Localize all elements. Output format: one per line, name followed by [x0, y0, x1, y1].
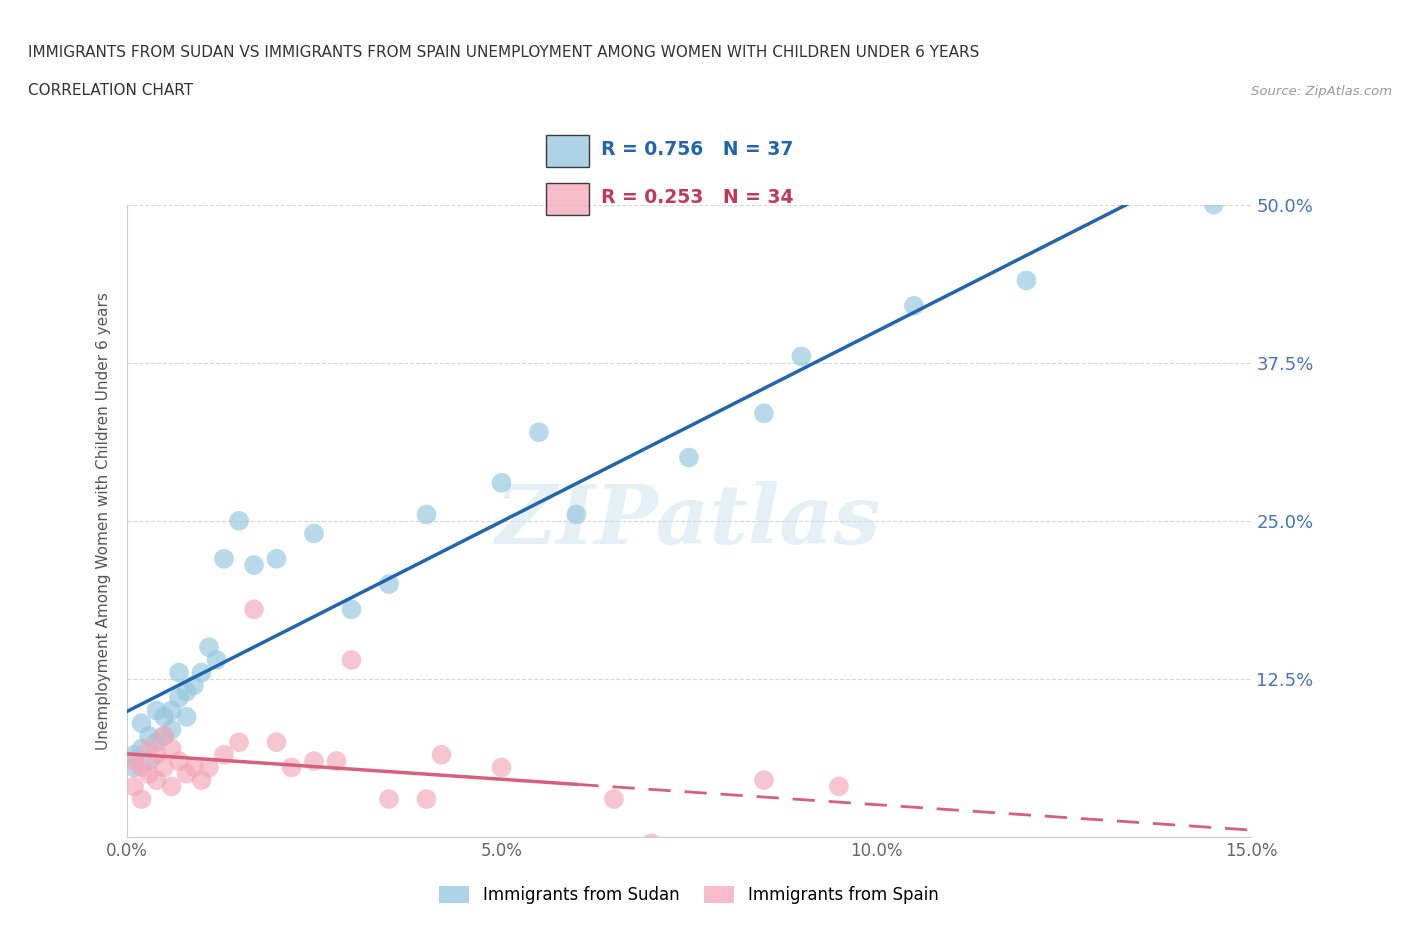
- Point: [527, 425, 550, 440]
- Point: [138, 766, 160, 781]
- Point: [340, 653, 363, 668]
- Point: [131, 716, 153, 731]
- Point: [205, 653, 228, 668]
- Point: [752, 773, 775, 788]
- Y-axis label: Unemployment Among Women with Children Under 6 years: Unemployment Among Women with Children U…: [96, 292, 111, 750]
- Point: [138, 753, 160, 768]
- Text: CORRELATION CHART: CORRELATION CHART: [28, 83, 193, 98]
- Text: IMMIGRANTS FROM SUDAN VS IMMIGRANTS FROM SPAIN UNEMPLOYMENT AMONG WOMEN WITH CHI: IMMIGRANTS FROM SUDAN VS IMMIGRANTS FROM…: [28, 46, 980, 60]
- Point: [160, 779, 183, 794]
- Point: [145, 703, 167, 718]
- Point: [280, 760, 302, 775]
- Point: [325, 753, 347, 768]
- Point: [302, 526, 325, 541]
- Point: [415, 507, 437, 522]
- Point: [198, 760, 221, 775]
- Point: [131, 791, 153, 806]
- Point: [491, 760, 513, 775]
- Point: [167, 690, 190, 705]
- Point: [145, 748, 167, 763]
- Point: [167, 665, 190, 680]
- FancyBboxPatch shape: [546, 183, 589, 215]
- Point: [212, 748, 235, 763]
- Point: [212, 551, 235, 566]
- Point: [228, 735, 250, 750]
- Point: [266, 735, 288, 750]
- Point: [190, 773, 212, 788]
- Point: [122, 748, 145, 763]
- Point: [565, 843, 588, 857]
- Point: [415, 791, 437, 806]
- Point: [131, 760, 153, 775]
- Point: [640, 836, 662, 851]
- Point: [302, 753, 325, 768]
- Point: [122, 760, 145, 775]
- Point: [198, 640, 221, 655]
- Point: [378, 791, 401, 806]
- Point: [340, 602, 363, 617]
- Point: [243, 558, 266, 573]
- Point: [790, 349, 813, 364]
- Point: [145, 735, 167, 750]
- Point: [145, 773, 167, 788]
- Point: [903, 299, 925, 313]
- Point: [378, 577, 401, 591]
- Point: [176, 684, 198, 699]
- Point: [190, 665, 212, 680]
- Point: [828, 779, 851, 794]
- Point: [153, 728, 176, 743]
- Point: [1202, 197, 1225, 212]
- Point: [430, 748, 453, 763]
- Point: [678, 450, 700, 465]
- FancyBboxPatch shape: [546, 135, 589, 166]
- Point: [153, 710, 176, 724]
- Point: [160, 722, 183, 737]
- Point: [131, 741, 153, 756]
- Point: [1015, 273, 1038, 288]
- Text: R = 0.756   N = 37: R = 0.756 N = 37: [602, 140, 793, 159]
- Point: [122, 779, 145, 794]
- Point: [228, 513, 250, 528]
- Point: [138, 741, 160, 756]
- Point: [153, 760, 176, 775]
- Point: [183, 760, 205, 775]
- Point: [752, 405, 775, 420]
- Point: [138, 728, 160, 743]
- Point: [176, 710, 198, 724]
- Point: [167, 753, 190, 768]
- Point: [603, 791, 626, 806]
- Point: [160, 703, 183, 718]
- Legend: Immigrants from Sudan, Immigrants from Spain: Immigrants from Sudan, Immigrants from S…: [433, 880, 945, 910]
- Point: [183, 678, 205, 693]
- Point: [243, 602, 266, 617]
- Point: [491, 475, 513, 490]
- Point: [176, 766, 198, 781]
- Point: [160, 741, 183, 756]
- Text: R = 0.253   N = 34: R = 0.253 N = 34: [602, 189, 794, 207]
- Text: Source: ZipAtlas.com: Source: ZipAtlas.com: [1251, 85, 1392, 98]
- Point: [122, 753, 145, 768]
- Point: [153, 728, 176, 743]
- Text: ZIPatlas: ZIPatlas: [496, 481, 882, 561]
- Point: [266, 551, 288, 566]
- Point: [565, 507, 588, 522]
